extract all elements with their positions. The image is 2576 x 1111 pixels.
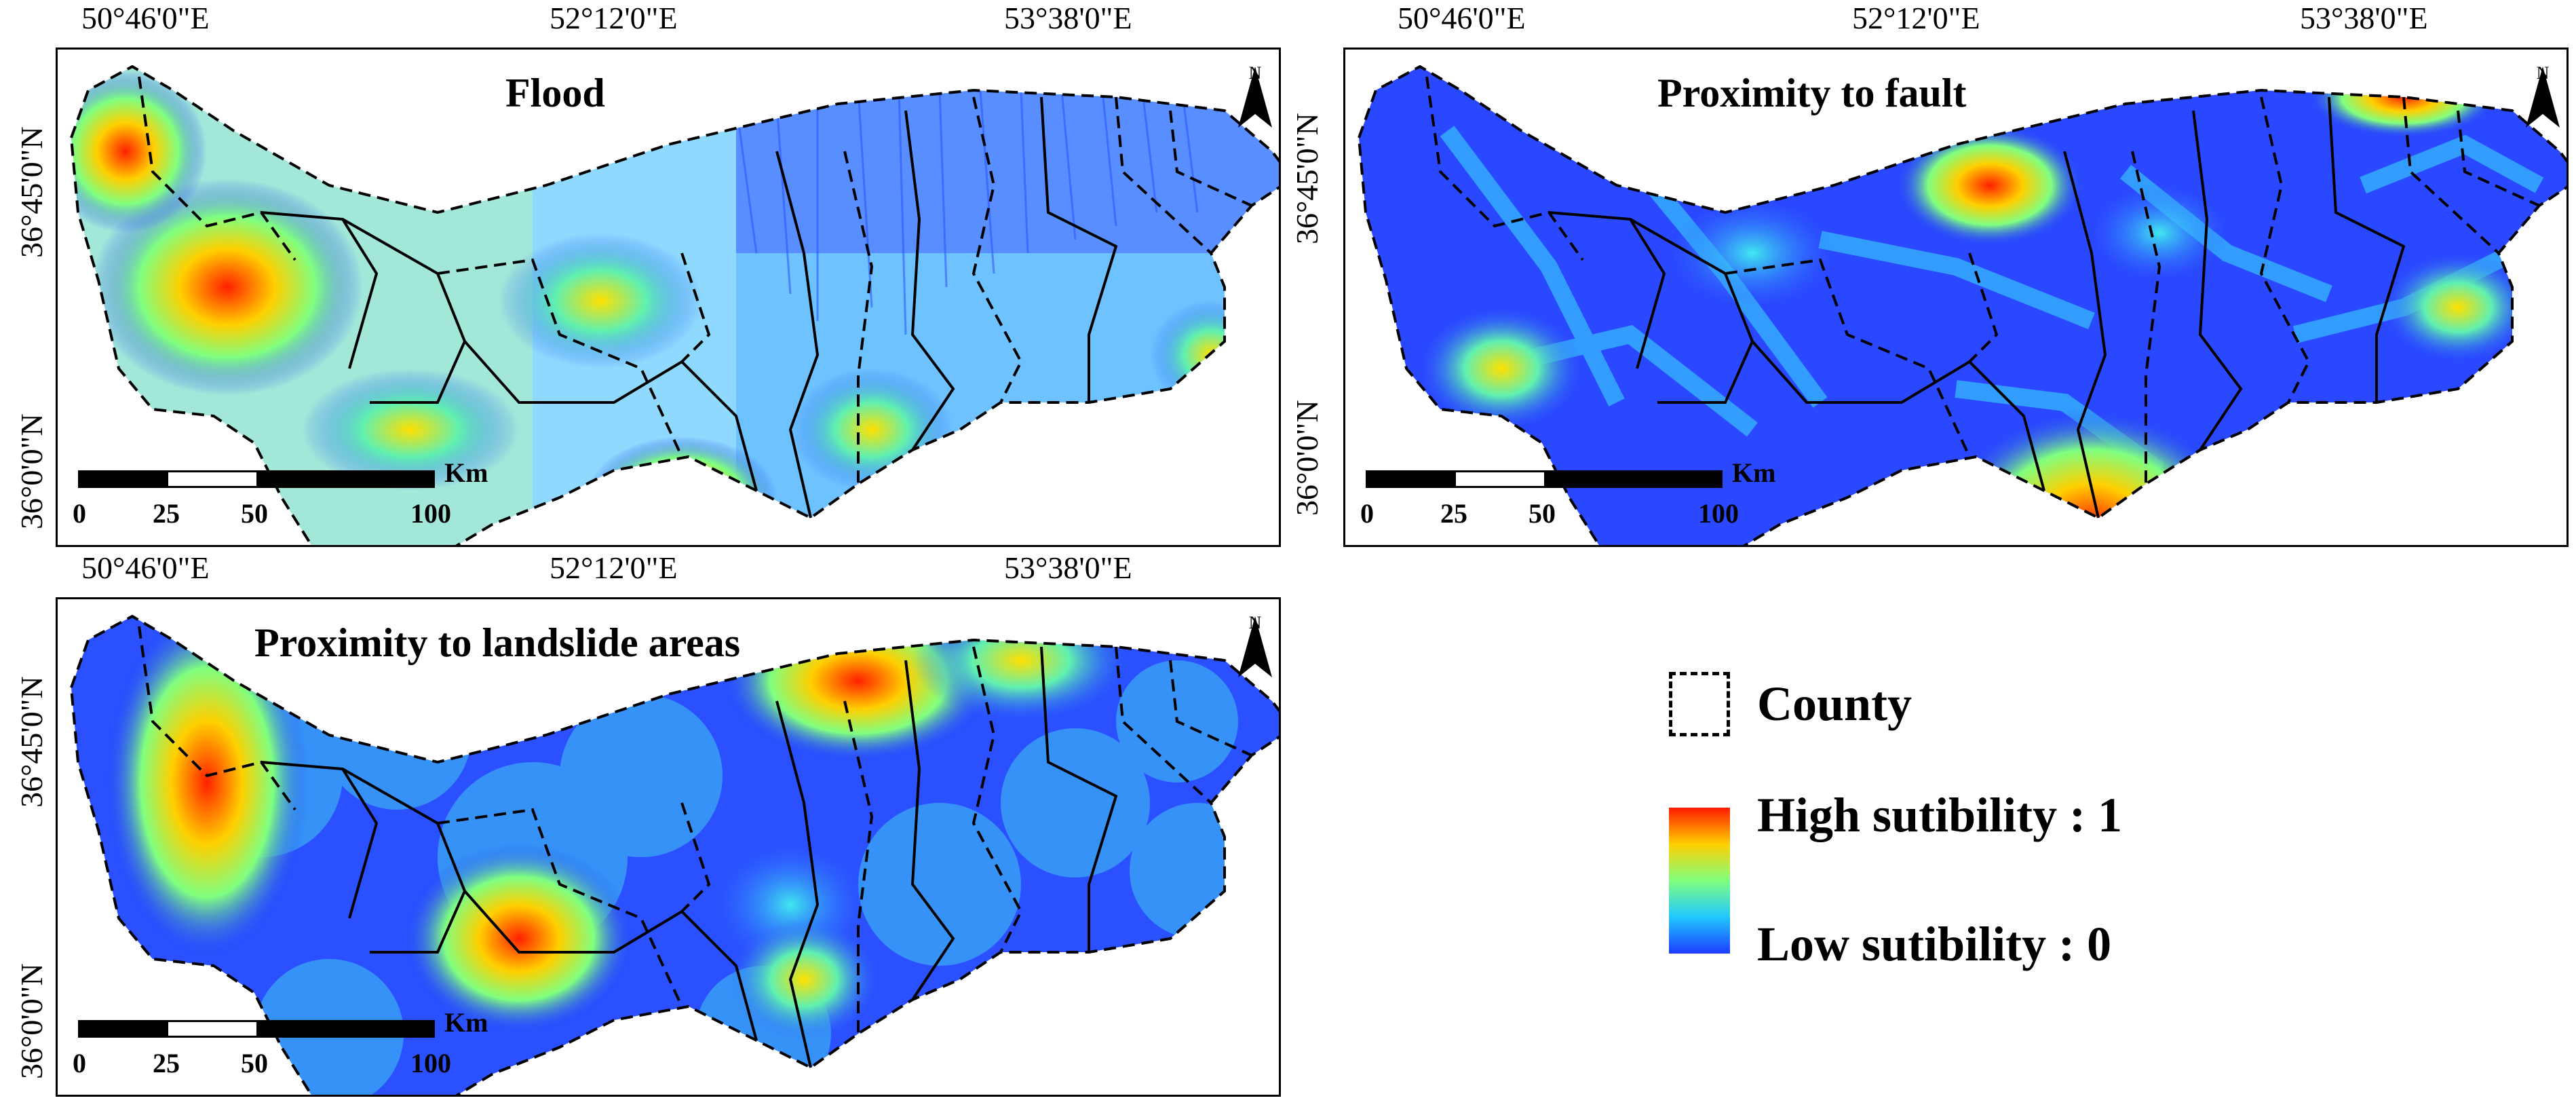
map-title-landslide: Proximity to landslide areas: [254, 620, 741, 665]
lon-label-2: 52°12'0"E: [1852, 1, 1980, 35]
map-frame: Proximity to landslide areas N Km 0 25 5…: [56, 597, 1281, 1097]
scale-label-0: 0: [73, 1048, 86, 1078]
scale-label-100: 100: [1698, 498, 1739, 529]
lat-label-1: 36°45'0"N: [1290, 113, 1324, 244]
scale-unit: Km: [444, 1007, 488, 1038]
lon-label-3: 53°38'0"E: [1004, 1, 1132, 35]
legend-color-ramp: [1669, 808, 1730, 954]
scale-label-100: 100: [410, 498, 451, 529]
lon-label-3: 53°38'0"E: [2300, 1, 2428, 35]
scale-label-25: 25: [153, 1048, 180, 1078]
scale-label-25: 25: [153, 498, 180, 529]
lon-label-2: 52°12'0"E: [550, 1, 678, 35]
county-swatch: [1669, 672, 1730, 736]
lat-label-2: 36°0'0"N: [14, 413, 49, 529]
map-frame: Proximity to fault N Km 0 25 50 100: [1343, 48, 2569, 547]
legend-item-county: County: [1669, 672, 1912, 736]
scale-bar: [78, 1020, 435, 1038]
map-title-flood: Flood: [505, 71, 605, 115]
lon-label-1: 50°46'0"E: [81, 1, 210, 35]
scale-label-50: 50: [1529, 498, 1556, 529]
legend-high-label: High sutibility : 1: [1757, 788, 2123, 842]
lat-label-1: 36°45'0"N: [14, 676, 49, 808]
lat-label-2: 36°0'0"N: [1290, 400, 1324, 516]
north-arrow-icon: N: [1235, 613, 1275, 677]
map-panel-flood: 50°46'0"E 52°12'0"E 53°38'0"E 36°45'0"N …: [0, 0, 1289, 563]
map-panel-landslide: 50°46'0"E 52°12'0"E 53°38'0"E 36°45'0"N …: [0, 550, 1289, 1111]
flood-map-svg: [70, 65, 1279, 545]
scale-unit: Km: [444, 457, 488, 488]
map-frame: Flood N Km 0 25 50 100: [56, 48, 1281, 547]
lat-label-2: 36°0'0"N: [14, 963, 49, 1079]
lon-label-3: 53°38'0"E: [1004, 550, 1132, 585]
lat-label-1: 36°45'0"N: [14, 126, 49, 258]
scale-unit: Km: [1732, 457, 1776, 488]
scale-label-0: 0: [1360, 498, 1374, 529]
north-arrow-icon: N: [1235, 63, 1275, 128]
scale-label-25: 25: [1440, 498, 1467, 529]
lon-label-1: 50°46'0"E: [81, 550, 210, 585]
lon-label-2: 52°12'0"E: [550, 550, 678, 585]
scale-label-0: 0: [73, 498, 86, 529]
legend-low-label: Low sutibility : 0: [1757, 917, 2112, 971]
lon-label-1: 50°46'0"E: [1398, 1, 1526, 35]
north-arrow-icon: N: [2522, 63, 2563, 128]
map-panel-fault: 50°46'0"E 52°12'0"E 53°38'0"E 36°45'0"N …: [1289, 0, 2576, 563]
map-title-fault: Proximity to fault: [1657, 71, 1967, 115]
scale-bar: [1366, 470, 1723, 488]
scale-bar: [78, 470, 435, 488]
landslide-map-svg: [70, 615, 1279, 1095]
fault-map-svg: [1358, 65, 2567, 545]
legend-county-label: County: [1757, 677, 1912, 731]
scale-label-50: 50: [241, 1048, 268, 1078]
scale-label-50: 50: [241, 498, 268, 529]
legend: County High sutibility : 1 Low sutibilit…: [1655, 672, 2334, 1011]
scale-label-100: 100: [410, 1048, 451, 1078]
